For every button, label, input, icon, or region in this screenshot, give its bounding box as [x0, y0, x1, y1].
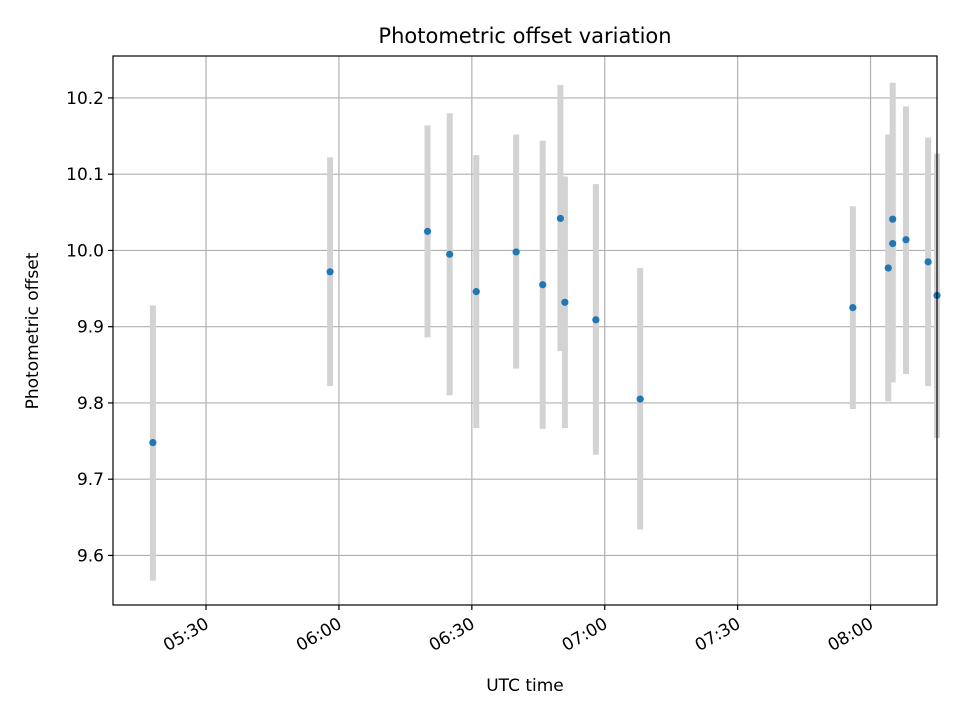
data-points	[149, 214, 941, 447]
data-point	[884, 264, 892, 272]
y-tick-label: 9.6	[77, 546, 104, 566]
data-point	[636, 395, 644, 403]
data-point	[326, 268, 334, 276]
data-point	[149, 438, 157, 447]
y-tick-label: 10.1	[66, 165, 104, 185]
data-point	[472, 288, 480, 296]
data-point	[512, 248, 520, 256]
data-point	[924, 258, 932, 266]
chart-title: Photometric offset variation	[378, 24, 671, 48]
y-tick-label: 9.9	[77, 318, 104, 338]
data-point	[539, 281, 547, 289]
data-point	[561, 298, 569, 306]
data-point	[423, 227, 432, 235]
y-axis-title: Photometric offset	[23, 252, 43, 409]
data-point	[889, 215, 897, 223]
data-point	[556, 214, 565, 223]
data-point	[446, 250, 454, 258]
data-point	[902, 236, 910, 244]
y-tick-label: 9.8	[77, 394, 104, 414]
x-axis-title: UTC time	[486, 676, 564, 696]
grid	[113, 56, 937, 605]
y-tick-label: 10.2	[66, 89, 104, 109]
y-tick-label: 10.0	[66, 241, 104, 261]
data-point	[592, 316, 600, 324]
data-point	[849, 304, 857, 312]
plot-frame	[112, 55, 938, 606]
y-axis-ticks: 9.6 9.7 9.8 9.9 10.0 10.1 10.2	[66, 89, 113, 566]
y-tick-label: 9.7	[77, 470, 104, 490]
data-point	[889, 239, 897, 248]
